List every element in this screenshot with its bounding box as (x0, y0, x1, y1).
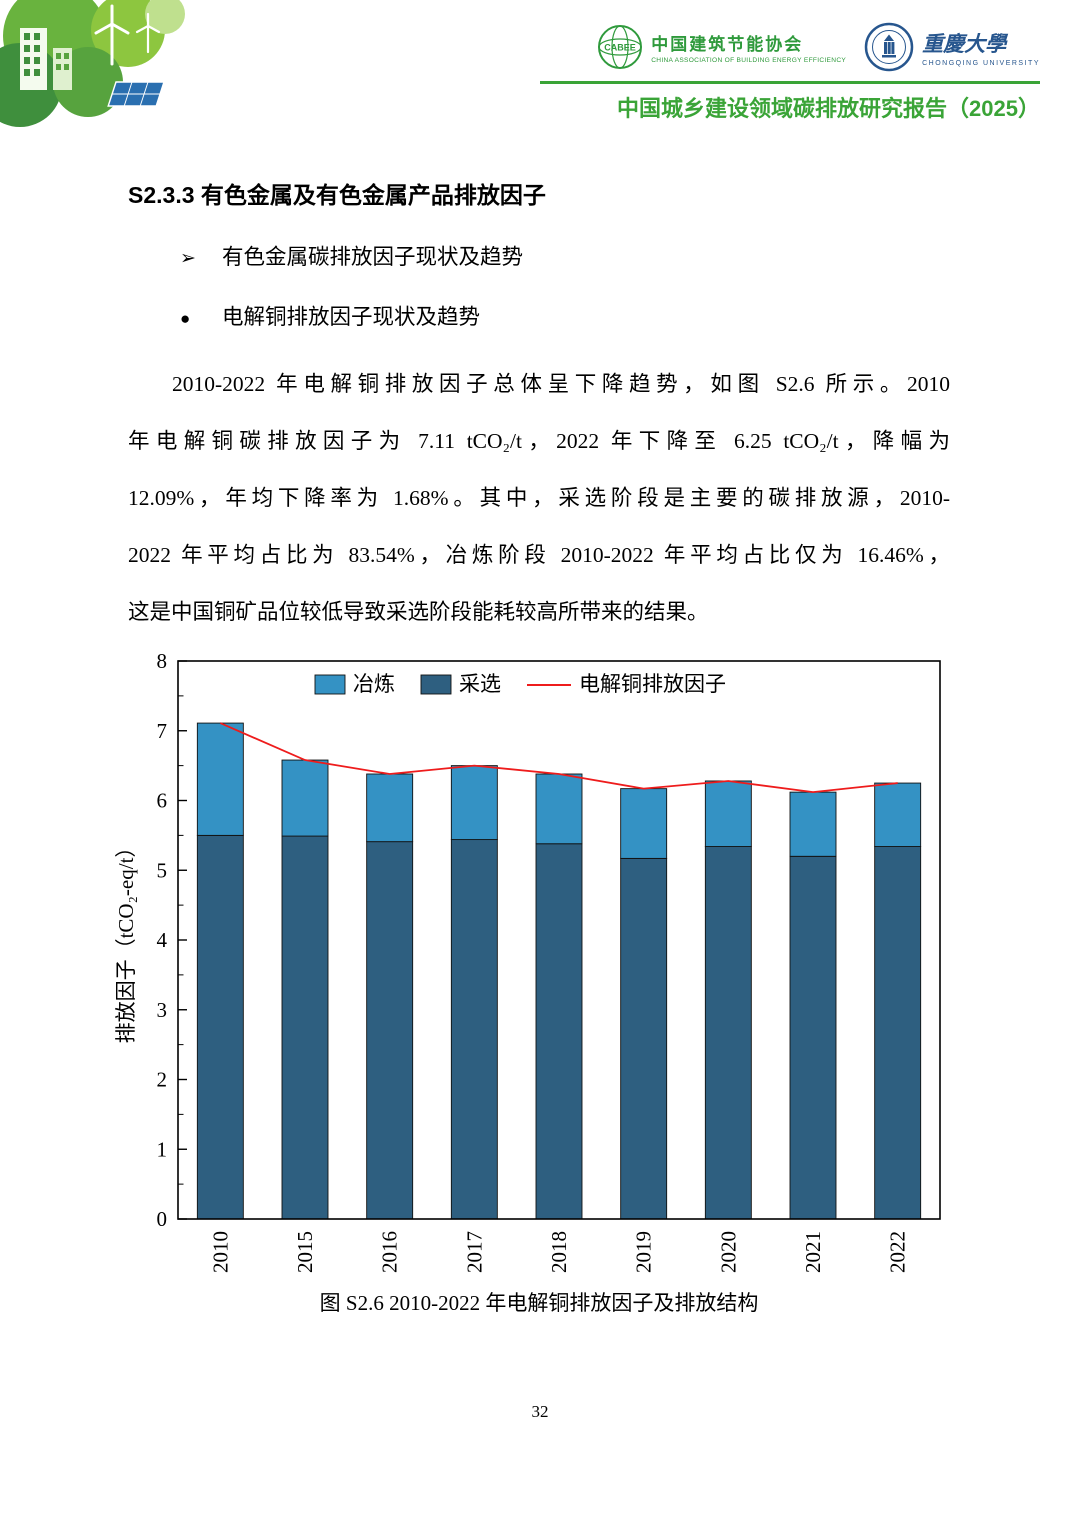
bar-segment-2010-采选 (196, 834, 244, 1220)
bar-segment-2016-冶炼 (366, 773, 414, 843)
x-tick-label: 2021 (801, 1231, 825, 1273)
bullet-text: 有色金属碳排放因子现状及趋势 (222, 245, 524, 269)
arrow-bullet-icon: ➢ (180, 248, 196, 269)
bar-segment-2015-冶炼 (281, 759, 329, 837)
y-tick-label: 2 (157, 1068, 168, 1092)
bar-segment-2017-冶炼 (450, 765, 498, 841)
legend-swatch-smelting (314, 674, 346, 695)
body-paragraph: 2010-2022 年电解铜排放因子总体呈下降趋势，如图 S2.6 所示。201… (128, 356, 950, 641)
y-tick-label: 6 (157, 789, 168, 813)
x-tick-label: 2019 (632, 1231, 656, 1273)
bar-segment-2022-冶炼 (874, 782, 922, 847)
x-tick-label: 2018 (547, 1231, 571, 1273)
x-tick-label: 2020 (716, 1231, 740, 1273)
figure-caption: 图 S2.6 2010-2022 年电解铜排放因子及排放结构 (319, 1291, 759, 1315)
wind-turbine-icon (94, 4, 130, 66)
x-tick-label: 2022 (886, 1231, 910, 1273)
plot-border (177, 660, 941, 1220)
x-tick-label: 2016 (378, 1231, 402, 1273)
report-title: 中国城乡建设领域碳排放研究报告（2025） (617, 96, 1040, 121)
cabee-name: 中国建筑节能协会 (651, 35, 804, 54)
bullet-item-copper: ● 电解铜排放因子现状及趋势 (128, 300, 950, 336)
bar-segment-2018-采选 (535, 843, 583, 1220)
logos-row: CABEE 中国建筑节能协会 CHINA ASSOCIATION OF BUIL… (540, 22, 1040, 72)
paragraph-line: 12.09%，年均下降率为 1.68%。其中，采选阶段是主要的碳排放源，2010… (128, 486, 950, 510)
page-number: 32 (531, 1402, 549, 1421)
page-footer: 32 (0, 1402, 1080, 1422)
y-tick-label: 5 (157, 858, 168, 882)
bar-segment-2017-采选 (450, 839, 498, 1220)
bullet-item-nonferrous: ➢ 有色金属碳排放因子现状及趋势 (128, 240, 950, 276)
header-right: CABEE 中国建筑节能协会 CHINA ASSOCIATION OF BUIL… (540, 22, 1040, 123)
legend-label-mining: 采选 (459, 672, 501, 696)
bar-segment-2020-冶炼 (704, 780, 752, 847)
section-heading: S2.3.3 有色金属及有色金属产品排放因子 (128, 182, 546, 208)
bar-segment-2010-冶炼 (196, 722, 244, 836)
x-tick-label: 2010 (208, 1231, 232, 1273)
y-tick-label: 4 (157, 928, 168, 952)
legend-label-smelting: 冶炼 (353, 672, 395, 696)
building-icon (53, 48, 72, 90)
y-tick-label: 8 (157, 653, 168, 673)
bar-segment-2019-采选 (620, 857, 668, 1220)
cabee-logo-text: CABEE (604, 43, 636, 53)
bar-segment-2019-冶炼 (620, 788, 668, 859)
cqu-name: 重慶大學 (922, 31, 1007, 56)
header-divider (540, 81, 1040, 84)
paragraph-line: 年电解铜碳排放因子为 7.11 tCO₂/t，2022 年下降至 6.25 tC… (128, 429, 950, 453)
paragraph-line: 这是中国铜矿品位较低导致采选阶段能耗较高所带来的结果。 (128, 600, 709, 624)
dot-bullet-icon: ● (180, 309, 191, 328)
x-tick-label: 2015 (293, 1231, 317, 1273)
paragraph-line: 2010-2022 年电解铜排放因子总体呈下降趋势，如图 S2.6 所示。201… (172, 372, 950, 396)
bar-segment-2015-采选 (281, 835, 329, 1220)
y-tick-label: 7 (157, 719, 168, 743)
y-tick-label: 1 (157, 1137, 168, 1161)
emission-factor-line (219, 722, 898, 794)
bar-segment-2016-采选 (366, 841, 414, 1220)
solar-panel-icon (107, 81, 165, 107)
bar-segment-2022-采选 (874, 846, 922, 1220)
eco-illustration (0, 0, 185, 127)
cabee-subtitle: CHINA ASSOCIATION OF BUILDING ENERGY EFF… (651, 57, 847, 64)
cqu-logo-icon (864, 22, 914, 72)
y-tick-label: 0 (157, 1207, 168, 1231)
cabee-logo-block: CABEE 中国建筑节能协会 CHINA ASSOCIATION OF BUIL… (597, 24, 846, 70)
legend-label-line: 电解铜排放因子 (579, 672, 726, 696)
cqu-subtitle: CHONGQING UNIVERSITY (922, 59, 1040, 67)
y-tick-label: 3 (157, 998, 168, 1022)
page-body: S2.3.3 有色金属及有色金属产品排放因子 ➢ 有色金属碳排放因子现状及趋势 ●… (0, 178, 1080, 1317)
bullet-text: 电解铜排放因子现状及趋势 (222, 305, 481, 329)
y-axis-title: 排放因子（tCO₂-eq/t） (115, 837, 138, 1044)
figure-s2-6: 0 1 2 3 4 5 6 7 8 2010 2015 2016 2017 2018 2019 2020 202… (115, 653, 950, 1317)
cqu-logo-block: 重慶大學 CHONGQING UNIVERSITY (864, 22, 1040, 72)
cabee-logo-icon: CABEE (598, 25, 643, 69)
bar-segment-2018-冶炼 (535, 773, 583, 845)
bar-segment-2021-采选 (789, 855, 837, 1220)
wind-turbine-icon (135, 12, 161, 54)
paragraph-line: 2022 年平均占比为 83.54%，冶炼阶段 2010-2022 年平均占比仅… (128, 543, 950, 567)
page-header: CABEE 中国建筑节能协会 CHINA ASSOCIATION OF BUIL… (0, 0, 1080, 148)
legend-swatch-mining (420, 674, 452, 695)
bar-segment-2020-采选 (704, 846, 752, 1220)
emission-factor-chart: 0 1 2 3 4 5 6 7 8 2010 2015 2016 2017 2018 2019 2020 202… (115, 653, 941, 1273)
bar-segment-2021-冶炼 (789, 791, 837, 857)
x-tick-label: 2017 (462, 1231, 486, 1273)
